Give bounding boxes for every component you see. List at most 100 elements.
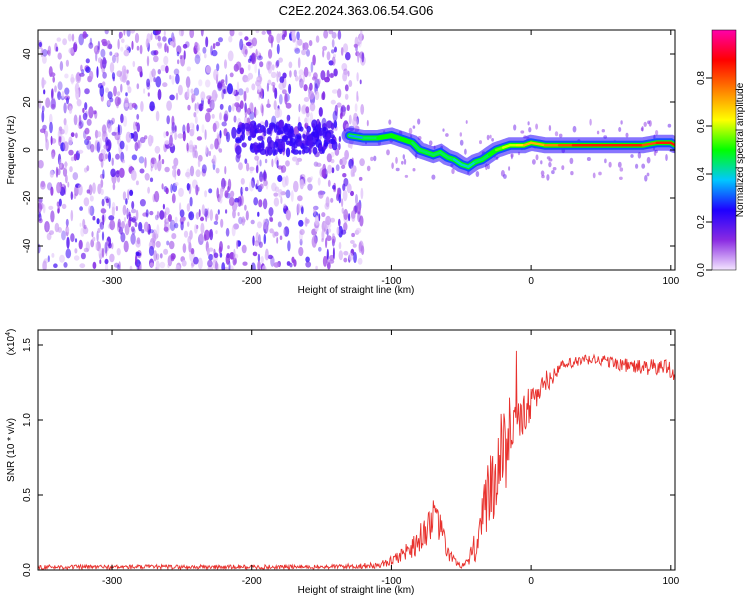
noise-speck xyxy=(221,89,225,100)
noise-speck xyxy=(298,246,304,257)
ridge-core-segment xyxy=(467,160,477,169)
noise-speck xyxy=(41,79,47,85)
noise-speck xyxy=(227,245,230,250)
fringe-speck xyxy=(503,174,507,179)
colorbar-tick-label: 0.4 xyxy=(696,167,707,181)
noise-speck xyxy=(282,72,287,79)
noise-speck xyxy=(321,220,327,232)
band-speck xyxy=(298,150,302,155)
noise-speck xyxy=(151,68,156,78)
noise-speck xyxy=(209,209,213,221)
noise-speck xyxy=(88,106,94,119)
noise-speck xyxy=(352,165,357,173)
noise-speck xyxy=(166,45,169,54)
noise-speck xyxy=(251,83,256,91)
noise-speck xyxy=(39,128,46,133)
noise-speck xyxy=(155,260,160,270)
noise-speck xyxy=(273,192,279,197)
noise-speck xyxy=(93,110,97,115)
noise-speck xyxy=(116,248,121,256)
noise-speck xyxy=(90,143,95,153)
noise-speck xyxy=(341,198,344,208)
fringe-speck xyxy=(696,145,698,150)
noise-speck xyxy=(281,165,287,173)
noise-speck xyxy=(244,158,248,164)
noise-speck xyxy=(356,90,359,100)
noise-speck xyxy=(146,78,151,88)
noise-speck xyxy=(131,154,138,161)
noise-speck xyxy=(68,149,74,156)
noise-speck xyxy=(79,72,85,77)
noise-speck xyxy=(116,264,120,270)
fringe-speck xyxy=(527,121,530,126)
noise-speck xyxy=(151,229,158,242)
noise-speck xyxy=(144,173,150,181)
noise-speck xyxy=(244,49,248,55)
noise-speck xyxy=(224,166,227,175)
noise-speck xyxy=(233,115,237,123)
noise-speck xyxy=(228,35,233,43)
noise-speck xyxy=(321,212,326,218)
noise-speck xyxy=(221,121,227,127)
noise-speck xyxy=(255,30,260,34)
band-speck xyxy=(247,135,252,141)
noise-speck xyxy=(42,55,47,64)
noise-speck xyxy=(213,252,219,259)
noise-speck xyxy=(169,74,172,80)
noise-speck xyxy=(175,73,180,85)
noise-speck xyxy=(264,158,268,164)
noise-speck xyxy=(209,143,214,150)
noise-speck xyxy=(330,197,334,203)
noise-speck xyxy=(79,206,83,211)
noise-speck xyxy=(198,79,203,87)
noise-speck xyxy=(357,211,361,223)
x-tick-label: 0 xyxy=(528,276,534,287)
noise-speck xyxy=(114,131,121,141)
noise-speck xyxy=(51,88,53,100)
ridge-core-segment xyxy=(529,141,547,147)
noise-speck xyxy=(199,232,204,242)
noise-speck xyxy=(120,232,126,243)
noise-speck xyxy=(356,202,361,215)
fringe-speck xyxy=(510,153,514,158)
noise-speck xyxy=(330,217,335,223)
noise-speck xyxy=(278,57,283,63)
noise-speck xyxy=(285,189,291,199)
noise-speck xyxy=(136,45,140,51)
noise-speck xyxy=(322,49,325,58)
fringe-speck xyxy=(707,126,710,132)
noise-speck xyxy=(178,30,185,37)
noise-speck xyxy=(359,215,364,227)
noise-speck xyxy=(54,42,58,52)
noise-speck xyxy=(285,209,291,221)
fringe-speck xyxy=(604,158,607,164)
noise-speck xyxy=(67,33,72,42)
noise-speck xyxy=(217,209,220,215)
noise-speck xyxy=(169,134,173,147)
noise-speck xyxy=(169,94,175,101)
noise-speck xyxy=(124,223,130,236)
noise-speck xyxy=(157,69,161,75)
snr-multiplier-base: (x10 xyxy=(6,335,17,355)
noise-speck xyxy=(59,158,63,169)
noise-speck xyxy=(124,44,129,49)
noise-speck xyxy=(68,47,74,54)
noise-speck xyxy=(274,186,280,193)
noise-speck xyxy=(136,122,140,133)
noise-speck xyxy=(196,46,200,52)
fringe-speck xyxy=(684,174,687,178)
noise-speck xyxy=(285,160,290,167)
noise-speck xyxy=(206,247,210,256)
noise-speck xyxy=(38,211,41,218)
noise-speck xyxy=(204,53,207,59)
noise-speck xyxy=(102,214,105,226)
ridge-core-segment xyxy=(453,158,463,166)
noise-speck xyxy=(66,236,70,249)
noise-speck xyxy=(344,149,349,160)
fringe-speck xyxy=(403,158,407,165)
fringe-speck xyxy=(569,157,574,165)
noise-speck xyxy=(267,63,273,74)
noise-speck xyxy=(260,92,263,100)
noise-speck xyxy=(188,144,195,153)
noise-speck xyxy=(314,215,319,226)
